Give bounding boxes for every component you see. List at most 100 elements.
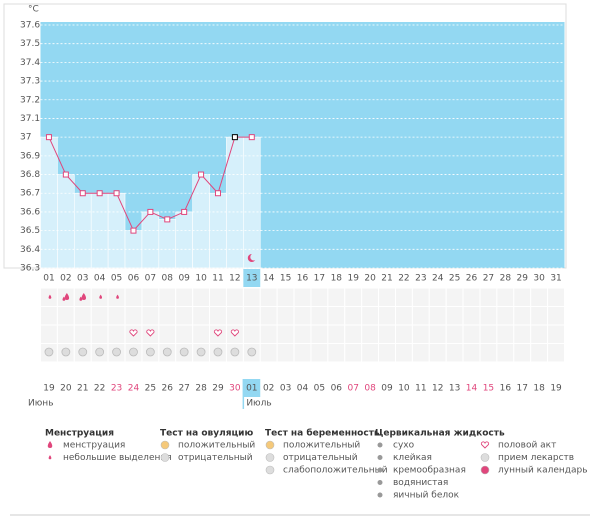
month-label: Июнь — [28, 399, 54, 409]
symptom-cell — [344, 343, 363, 363]
ovulation-test-icon — [44, 347, 54, 357]
legend-icon — [377, 442, 383, 448]
legend-item: слабоположительный — [283, 466, 388, 476]
symptom-cell — [107, 306, 126, 326]
symptom-cell — [513, 324, 532, 344]
symptom-cell — [259, 343, 278, 363]
symptom-cell — [428, 287, 447, 307]
temperature-point — [96, 190, 103, 197]
x-tick-label: 27 — [483, 274, 494, 284]
y-tick-label: 37 — [20, 133, 31, 143]
cycle-date: 11 — [415, 384, 426, 394]
symptom-cell — [445, 287, 464, 307]
symptom-cell — [530, 324, 549, 344]
legend-item: половой акт — [498, 441, 556, 451]
cycle-start-highlight — [243, 379, 261, 397]
legend-icon — [377, 480, 383, 485]
legend-icon — [47, 441, 53, 448]
symptom-cell — [496, 287, 515, 307]
symptom-cell — [276, 324, 295, 344]
symptom-cell — [276, 343, 295, 363]
symptom-cell — [310, 306, 329, 326]
symptom-cell — [496, 306, 515, 326]
cycle-date: 17 — [517, 384, 528, 394]
symptom-cell — [158, 287, 177, 307]
symptom-cell — [479, 324, 498, 344]
x-tick-label: 03 — [77, 274, 88, 284]
legend-icon — [160, 453, 170, 462]
bar — [57, 174, 75, 269]
temperature-point — [214, 190, 221, 197]
symptom-cell — [158, 324, 177, 344]
symptom-cell — [479, 306, 498, 326]
x-tick-label: 23 — [415, 274, 426, 284]
cycle-date: 03 — [280, 384, 291, 394]
symptom-cell — [428, 306, 447, 326]
symptom-cell — [513, 343, 532, 363]
menstruation-icon — [79, 296, 83, 301]
cycle-date: 20 — [60, 384, 72, 394]
menstruation-icon — [81, 293, 87, 300]
y-tick-label: 37.6 — [20, 21, 40, 31]
temperature-point — [181, 208, 188, 215]
temperature-point — [45, 134, 52, 141]
intercourse-icon — [230, 329, 239, 337]
temperature-point — [130, 227, 137, 234]
x-tick-label: 19 — [347, 274, 359, 284]
symptom-cell — [293, 343, 312, 363]
intercourse-icon — [146, 329, 155, 337]
symptom-cell — [445, 306, 464, 326]
legend-item: менструация — [63, 441, 125, 451]
cycle-date: 23 — [111, 384, 122, 394]
temperature-point — [198, 171, 205, 178]
legend-item: лунный календарь — [498, 466, 588, 476]
legend-title: Тест на беременность — [265, 428, 380, 439]
symptom-cell — [192, 306, 211, 326]
cycle-date: 12 — [432, 384, 443, 394]
symptom-cell — [361, 324, 380, 344]
x-tick-label: 25 — [449, 274, 460, 284]
bar — [141, 211, 160, 269]
ovulation-test-icon — [179, 347, 189, 357]
bar — [40, 136, 58, 269]
x-tick-label: 09 — [178, 274, 190, 284]
ovulation-test-icon — [145, 347, 155, 357]
symptom-cell — [242, 287, 261, 307]
symptom-cell — [445, 343, 464, 363]
intercourse-icon — [129, 329, 138, 337]
x-tick-label: 10 — [195, 274, 207, 284]
symptom-cell — [310, 343, 329, 363]
symptom-cell — [428, 324, 447, 344]
symptom-cell — [496, 343, 515, 363]
symptom-cell — [158, 306, 177, 326]
intercourse-icon — [213, 329, 223, 337]
x-tick-label: 17 — [314, 274, 325, 284]
symptom-cell — [496, 324, 515, 344]
x-tick-label: 04 — [94, 274, 106, 284]
cycle-date: 18 — [533, 384, 545, 394]
symptom-cell — [124, 287, 143, 307]
x-tick-label: 13 — [246, 274, 257, 284]
moon-icon-cut — [250, 253, 258, 261]
legend-icon — [265, 465, 275, 475]
symptom-cell — [378, 343, 396, 363]
symptom-cell — [547, 306, 566, 326]
x-tick-label: 01 — [43, 274, 54, 284]
legend-item: клейкая — [393, 453, 432, 463]
x-tick-label: 24 — [432, 274, 444, 284]
x-tick-label: 28 — [500, 274, 512, 284]
symptom-cell — [310, 324, 329, 344]
legend-item: яичный белок — [393, 491, 460, 501]
legend-icon — [265, 440, 275, 450]
cycle-date: 26 — [162, 384, 174, 394]
symptom-cell — [90, 306, 109, 326]
symptom-cell — [293, 306, 312, 326]
x-tick-label: 21 — [381, 274, 392, 284]
symptom-cell — [175, 306, 194, 326]
x-tick-label: 02 — [60, 274, 71, 284]
ovulation-test-icon — [230, 347, 240, 357]
y-tick-label: 37.5 — [20, 39, 40, 49]
ovulation-test-icon — [196, 347, 206, 357]
symptom-cell — [141, 306, 160, 326]
y-tick-label: 37.3 — [20, 77, 40, 87]
